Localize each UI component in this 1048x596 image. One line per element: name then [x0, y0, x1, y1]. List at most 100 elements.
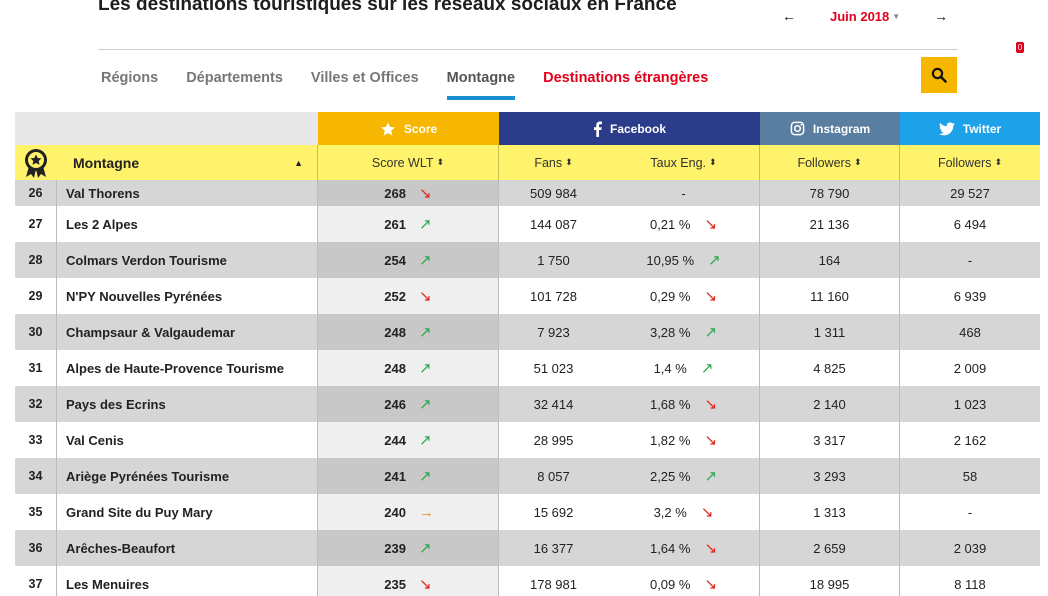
- month-select[interactable]: Juin 2018 ▼: [830, 9, 900, 24]
- table-row[interactable]: 34 Ariège Pyrénées Tourisme 241 ↗ 8 057 2,25 …: [15, 458, 1040, 494]
- trend-up-icon: ↗: [419, 395, 432, 413]
- engagement-cell: 3,2 % ↘: [608, 494, 760, 530]
- trend-down-icon: ↘: [700, 503, 714, 521]
- tab-montagne[interactable]: Montagne: [446, 70, 516, 100]
- tab-villes-et-offices[interactable]: Villes et Offices: [310, 70, 419, 86]
- trend-down-icon: ↘: [704, 287, 718, 305]
- group-header-twitter-label: Twitter: [962, 121, 1002, 136]
- score-value: 248: [384, 324, 406, 340]
- next-month-arrow-icon[interactable]: →: [934, 8, 948, 24]
- sort-icon: ⬍: [709, 157, 717, 167]
- fans-cell: 178 981: [530, 576, 577, 592]
- score-cell: 241 ↗: [318, 458, 499, 494]
- score-cell: 235 ↘: [318, 566, 499, 596]
- destination-name[interactable]: Arêches-Beaufort: [57, 530, 318, 566]
- destination-name[interactable]: N'PY Nouvelles Pyrénées: [57, 278, 318, 314]
- category-tabs: Régions Départements Villes et Offices M…: [101, 70, 736, 100]
- group-header-score: Score: [318, 112, 499, 145]
- instagram-followers-cell: 2 659: [760, 530, 900, 566]
- twitter-followers-cell: 1 023: [953, 396, 987, 412]
- rank-cell: 36: [15, 530, 57, 566]
- column-header-engagement[interactable]: Taux Eng. ⬍: [608, 145, 760, 180]
- table-row[interactable]: 33 Val Cenis 244 ↗ 28 995 1,82 % ↘ 3 317 2 162: [15, 422, 1040, 458]
- column-header-score[interactable]: Score WLT ⬍: [318, 145, 499, 180]
- table-row[interactable]: 28 Colmars Verdon Tourisme 254 ↗ 1 750 10,95 …: [15, 242, 1040, 278]
- engagement-value: 10,95 %: [646, 252, 695, 268]
- engagement-cell: 1,68 % ↘: [608, 386, 760, 422]
- trend-up-icon: ↗: [419, 467, 432, 485]
- engagement-cell: 1,64 % ↘: [608, 530, 760, 566]
- engagement-value: 0,29 %: [649, 288, 691, 304]
- destination-name[interactable]: Ariège Pyrénées Tourisme: [57, 458, 318, 494]
- score-value: 268: [384, 185, 406, 201]
- instagram-followers-cell: 4 825: [760, 350, 900, 386]
- destination-name[interactable]: Val Cenis: [57, 422, 318, 458]
- trend-up-icon: ↗: [419, 251, 432, 269]
- fans-cell: 7 923: [537, 324, 570, 340]
- score-cell: 248 ↗: [318, 350, 499, 386]
- engagement-value: 0,21 %: [649, 216, 691, 232]
- column-header-instagram-followers-label: Followers: [797, 155, 851, 170]
- group-header-instagram: Instagram: [760, 112, 900, 145]
- destination-name[interactable]: Champsaur & Valgaudemar: [57, 314, 318, 350]
- trend-down-icon: ↘: [419, 575, 432, 593]
- column-header-twitter-followers[interactable]: Followers ⬍: [900, 145, 1040, 180]
- column-header-fans-label: Fans: [534, 155, 563, 170]
- twitter-followers-cell: 58: [962, 468, 978, 484]
- table-row[interactable]: 27 Les 2 Alpes 261 ↗ 144 087 0,21 % ↘ 21 136 6 4…: [15, 206, 1040, 242]
- rank-cell: 30: [15, 314, 57, 350]
- group-header-facebook: Facebook: [499, 112, 760, 145]
- rank-cell: 29: [15, 278, 57, 314]
- table-row[interactable]: 32 Pays des Ecrins 246 ↗ 32 414 1,68 % ↘ 2 140 1…: [15, 386, 1040, 422]
- instagram-followers-cell: 164: [760, 242, 900, 278]
- column-header-fans[interactable]: Fans ⬍: [499, 145, 608, 180]
- tab-regions[interactable]: Régions: [101, 70, 159, 86]
- fans-cell: 8 057: [537, 468, 570, 484]
- destination-name[interactable]: Val Thorens: [57, 180, 318, 206]
- destination-name[interactable]: Pays des Ecrins: [57, 386, 318, 422]
- trend-down-icon: ↘: [704, 539, 718, 557]
- table-row[interactable]: 35 Grand Site du Puy Mary 240 → 15 692 3,2 % ↘…: [15, 494, 1040, 530]
- column-header-twitter-followers-label: Followers: [937, 155, 992, 170]
- twitter-followers-cell: -: [967, 504, 973, 520]
- column-header-instagram-followers[interactable]: Followers ⬍: [760, 145, 900, 180]
- score-cell: 239 ↗: [318, 530, 499, 566]
- destination-name[interactable]: Les 2 Alpes: [57, 206, 318, 242]
- column-header-name[interactable]: Montagne ▲: [57, 145, 318, 180]
- trend-down-icon: ↘: [704, 431, 718, 449]
- previous-month-arrow-icon[interactable]: ←: [782, 8, 796, 24]
- month-navigation: ← Juin 2018 ▼ →: [770, 6, 960, 26]
- column-header-score-label: Score WLT: [371, 155, 434, 170]
- search-button[interactable]: [921, 57, 957, 93]
- destination-name[interactable]: Colmars Verdon Tourisme: [57, 242, 318, 278]
- fans-cell: 16 377: [533, 540, 574, 556]
- score-cell: 240 →: [318, 494, 499, 530]
- engagement-value: -: [681, 185, 686, 201]
- fans-cell: 101 728: [530, 288, 577, 304]
- group-header-facebook-label: Facebook: [609, 121, 666, 136]
- table-row[interactable]: 26 Val Thorens 268 ↘ 509 984 - 78 790 29 527: [15, 180, 1040, 206]
- twitter-followers-cell: -: [967, 252, 973, 268]
- engagement-cell: 1,82 % ↘: [608, 422, 760, 458]
- rank-cell: 26: [15, 180, 57, 206]
- instagram-followers-cell: 1 313: [760, 494, 900, 530]
- table-row[interactable]: 37 Les Menuires 235 ↘ 178 981 0,09 % ↘ 18 995 8 …: [15, 566, 1040, 596]
- twitter-followers-cell: 2 009: [953, 360, 987, 376]
- page-title: Les destinations touristiques sur les ré…: [98, 0, 677, 15]
- trend-up-icon: ↗: [419, 323, 432, 341]
- tab-destinations-etrangeres[interactable]: Destinations étrangères: [543, 70, 709, 86]
- trend-up-icon: ↗: [704, 323, 718, 341]
- tab-departements[interactable]: Départements: [186, 70, 283, 86]
- medal-icon: [25, 148, 47, 178]
- table-row[interactable]: 30 Champsaur & Valgaudemar 248 ↗ 7 923 3,28 %…: [15, 314, 1040, 350]
- table-row[interactable]: 31 Alpes de Haute-Provence Tourisme 248 ↗ 51…: [15, 350, 1040, 386]
- engagement-value: 1,82 %: [649, 432, 691, 448]
- destination-name[interactable]: Alpes de Haute-Provence Tourisme: [57, 350, 318, 386]
- destination-name[interactable]: Grand Site du Puy Mary: [57, 494, 318, 530]
- twitter-icon: [938, 121, 955, 135]
- table-row[interactable]: 36 Arêches-Beaufort 239 ↗ 16 377 1,64 % ↘ 2 659…: [15, 530, 1040, 566]
- destination-name[interactable]: Les Menuires: [57, 566, 318, 596]
- facebook-icon: [593, 121, 602, 137]
- score-cell: 248 ↗: [318, 314, 499, 350]
- table-row[interactable]: 29 N'PY Nouvelles Pyrénées 252 ↘ 101 728 0,29…: [15, 278, 1040, 314]
